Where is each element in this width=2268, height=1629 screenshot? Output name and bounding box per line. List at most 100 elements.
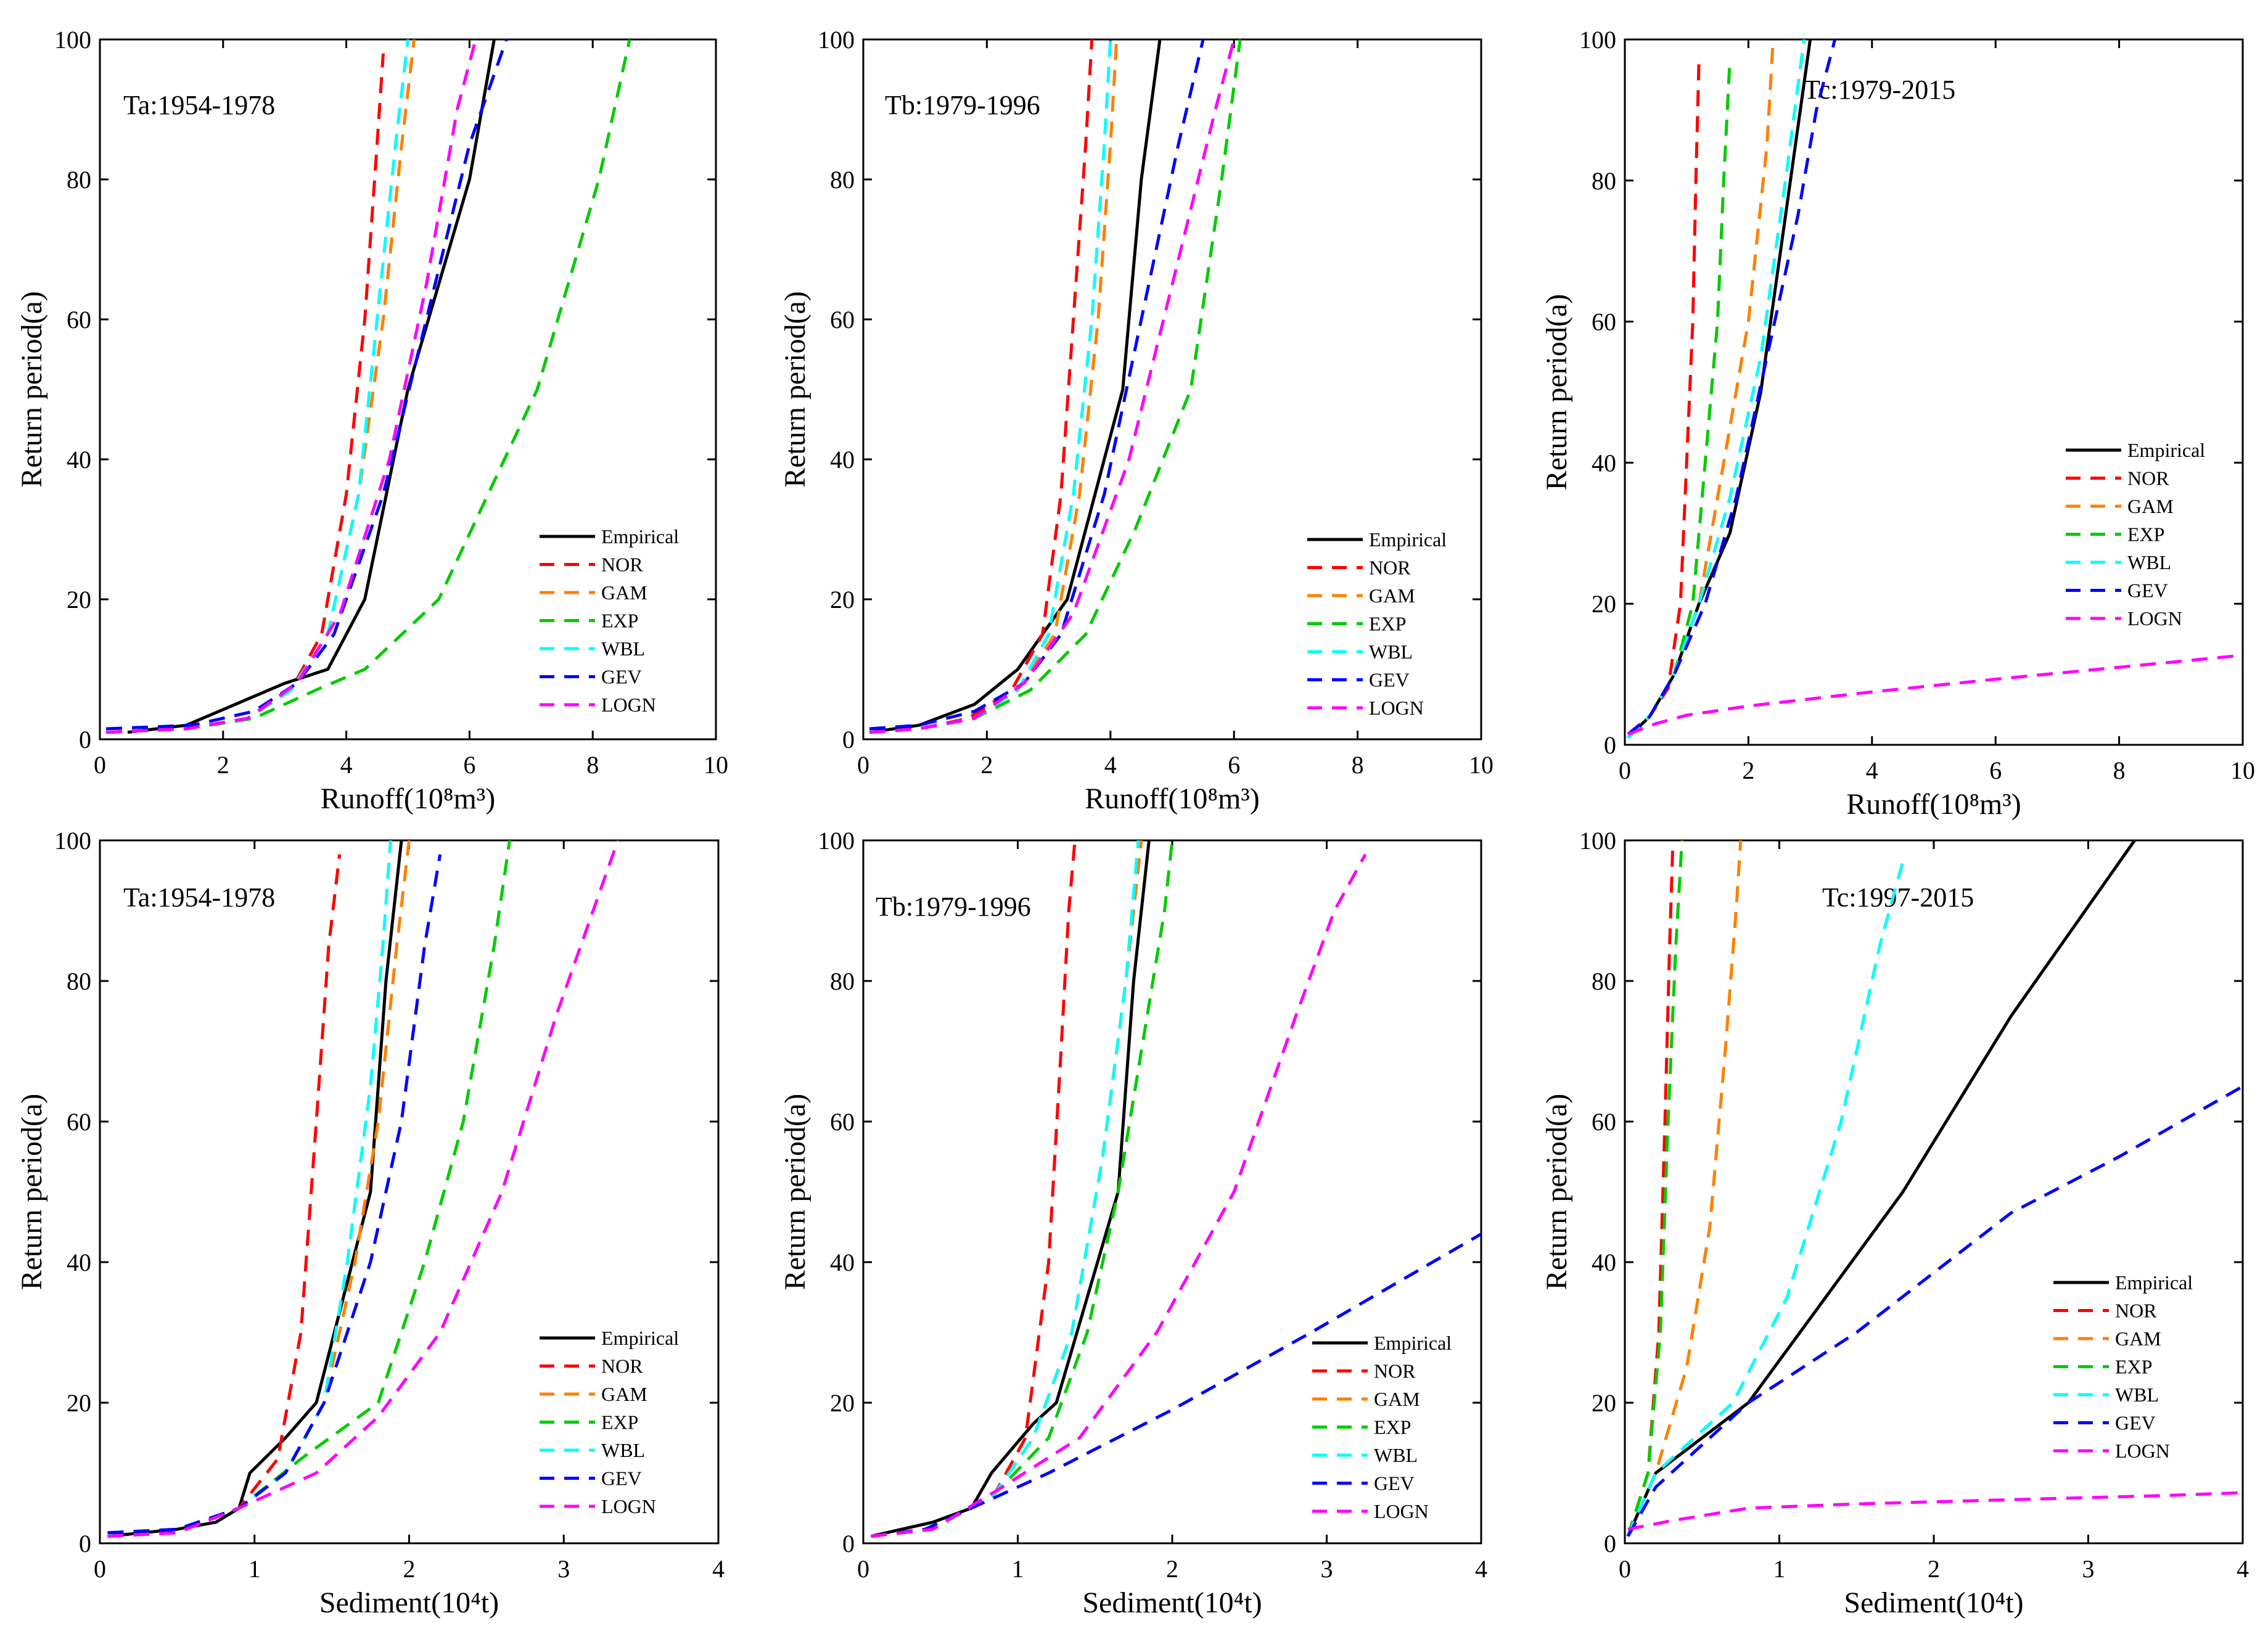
y-tick-label: 20 [67, 1389, 91, 1417]
y-tick-label: 20 [830, 586, 855, 613]
legend-label-logn: LOGN [1374, 1500, 1429, 1522]
legend-label-gam: GAM [1369, 585, 1415, 607]
series-line-gam [869, 39, 1119, 734]
x-axis-label: Sediment(10⁴t) [1844, 1586, 2023, 1619]
y-axis-label: Return period(a) [15, 291, 48, 488]
x-tick-label: 0 [1619, 757, 1631, 784]
legend-label-wbl: WBL [2127, 551, 2171, 573]
x-tick-label: 4 [1866, 757, 1878, 784]
series-group [1626, 840, 2243, 1537]
y-tick-label: 40 [67, 446, 91, 474]
x-tick-label: 4 [712, 1555, 725, 1583]
legend-label-gam: GAM [2115, 1327, 2161, 1350]
y-tick-label: 60 [830, 306, 855, 334]
legend: Empirical NOR GAM EXP WBL GEV LOGN [2066, 439, 2205, 630]
panel-title: Tc:1979-2015 [1804, 75, 1955, 105]
legend-label-nor: NOR [601, 1355, 643, 1377]
series-line-gev [1627, 39, 1837, 736]
legend: Empirical NOR GAM EXP WBL GEV LOGN [1307, 528, 1447, 719]
series-line-gev [1626, 1085, 2243, 1537]
legend-label-logn: LOGN [2127, 607, 2182, 630]
series-group [870, 840, 1481, 1538]
legend-label-empirical: Empirical [1369, 528, 1447, 551]
x-tick-label: 3 [2082, 1555, 2095, 1583]
series-line-logn [871, 853, 1367, 1538]
legend-label-wbl: WBL [601, 1439, 645, 1461]
x-tick-label: 4 [1104, 751, 1117, 779]
legend: Empirical NOR GAM EXP WBL GEV LOGN [540, 525, 679, 716]
legend: Empirical NOR GAM EXP WBL GEV LOGN [1312, 1332, 1452, 1522]
series-line-exp [105, 39, 631, 734]
panel-title: Ta:1954-1978 [123, 882, 275, 913]
x-tick-label: 4 [340, 751, 353, 779]
y-tick-label: 100 [54, 26, 91, 54]
y-tick-label: 100 [818, 827, 855, 855]
legend-label-wbl: WBL [1369, 641, 1413, 663]
y-tick-label: 60 [1592, 1108, 1616, 1136]
y-tick-label: 20 [67, 586, 91, 613]
x-axis-label: Runoff(10⁸m³) [1846, 788, 2021, 821]
plot-area-frame [862, 38, 1482, 741]
legend-label-gev: GEV [2127, 580, 2168, 602]
x-tick-label: 0 [1619, 1555, 1631, 1583]
x-tick-label: 2 [1928, 1555, 1940, 1583]
x-tick-label: 4 [1475, 1555, 1487, 1583]
y-tick-label: 80 [67, 166, 91, 194]
x-tick-label: 6 [463, 751, 475, 779]
legend-label-wbl: WBL [601, 638, 645, 660]
legend-label-gev: GEV [1374, 1472, 1415, 1495]
x-tick-label: 0 [94, 751, 106, 779]
panel-title: Ta:1954-1978 [123, 90, 275, 120]
y-tick-label: 80 [830, 967, 855, 995]
legend-label-wbl: WBL [1374, 1444, 1418, 1466]
series-line-logn [1627, 654, 2243, 736]
x-tick-label: 6 [1228, 751, 1240, 779]
y-tick-label: 20 [830, 1389, 855, 1417]
plot-area-frame [1624, 38, 2244, 746]
legend-label-gam: GAM [601, 581, 647, 604]
series-line-logn [107, 840, 620, 1538]
y-tick-label: 100 [1579, 827, 1616, 855]
legend-label-wbl: WBL [2115, 1384, 2159, 1406]
legend-label-empirical: Empirical [601, 1327, 679, 1349]
x-tick-label: 8 [586, 751, 599, 779]
y-tick-label: 80 [1592, 167, 1616, 195]
legend-label-nor: NOR [1374, 1360, 1416, 1382]
legend-label-nor: NOR [601, 554, 643, 576]
x-axis-label: Sediment(10⁴t) [1082, 1586, 1262, 1619]
x-tick-label: 1 [249, 1555, 261, 1583]
y-tick-label: 60 [1592, 308, 1616, 336]
legend-label-exp: EXP [2115, 1356, 2152, 1378]
x-tick-label: 10 [704, 751, 728, 779]
x-tick-label: 2 [1742, 757, 1754, 784]
legend-label-gam: GAM [1374, 1388, 1420, 1410]
legend-label-logn: LOGN [601, 1495, 656, 1517]
series-group [1627, 39, 2243, 739]
x-tick-label: 0 [857, 1555, 869, 1583]
legend-label-logn: LOGN [2115, 1440, 2170, 1462]
series-line-gev [105, 39, 508, 731]
y-tick-label: 60 [830, 1108, 855, 1136]
y-axis-label: Return period(a) [1540, 294, 1573, 491]
legend-label-empirical: Empirical [1374, 1332, 1452, 1354]
y-tick-label: 40 [830, 1249, 855, 1276]
legend-label-gev: GEV [2115, 1412, 2156, 1434]
legend-label-logn: LOGN [1369, 697, 1424, 719]
legend: Empirical NOR GAM EXP WBL GEV LOGN [2053, 1271, 2193, 1462]
legend-label-exp: EXP [1374, 1416, 1411, 1438]
series-line-empirical [127, 39, 496, 734]
legend-label-nor: NOR [2127, 467, 2169, 490]
legend-label-empirical: Empirical [601, 525, 679, 548]
legend-label-exp: EXP [601, 610, 638, 632]
y-tick-label: 40 [1592, 1249, 1616, 1276]
legend-label-gev: GEV [601, 1467, 642, 1490]
series-line-wbl [1626, 861, 1905, 1537]
x-axis-label: Sediment(10⁴t) [319, 1586, 499, 1619]
y-tick-label: 0 [79, 726, 91, 753]
y-tick-label: 40 [67, 1249, 91, 1276]
y-axis-label: Return period(a) [15, 1094, 48, 1290]
series-line-exp [869, 39, 1242, 734]
